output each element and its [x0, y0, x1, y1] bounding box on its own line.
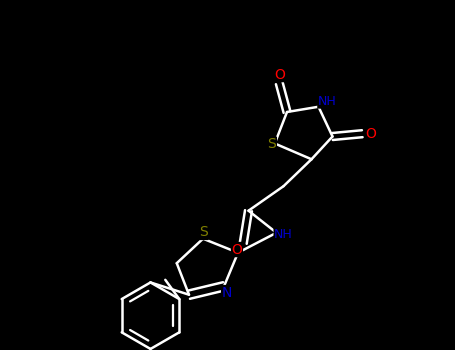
Text: O: O — [274, 68, 285, 82]
Text: NH: NH — [318, 95, 337, 108]
Text: NH: NH — [274, 228, 293, 241]
Text: S: S — [199, 225, 208, 239]
Text: O: O — [232, 243, 243, 257]
Text: S: S — [268, 137, 276, 151]
Text: O: O — [365, 127, 376, 141]
Text: N: N — [222, 286, 232, 300]
